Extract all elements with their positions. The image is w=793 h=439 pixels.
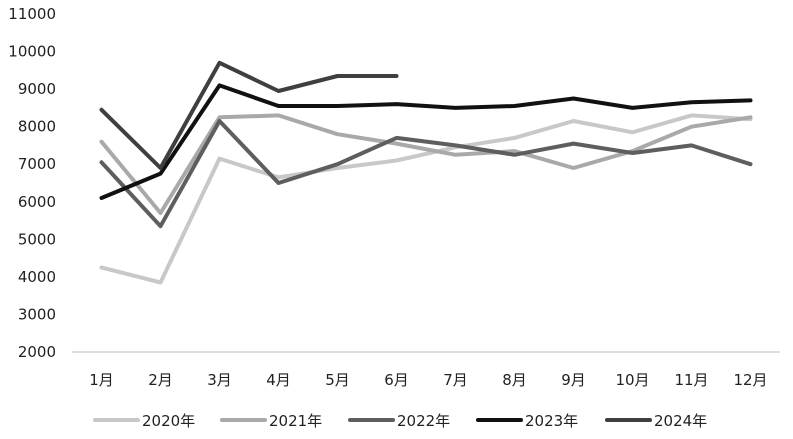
y-tick-label: 7000 (18, 155, 56, 173)
y-tick-label: 5000 (18, 230, 56, 248)
legend-item: 2022年 (348, 412, 450, 430)
x-tick-label: 7月 (443, 371, 468, 389)
x-tick-label: 9月 (561, 371, 586, 389)
x-axis: 1月 2月 3月 4月 5月 6月 7月 8月 9月 10月 11月 12月 (72, 351, 780, 389)
x-tick-label: 11月 (674, 371, 708, 389)
series-lines (99, 60, 753, 285)
y-axis-tick-labels: 2000 3000 4000 5000 6000 7000 8000 9000 10000 110… (8, 5, 56, 361)
y-tick-label: 2000 (18, 343, 56, 361)
x-tick-label: 2月 (148, 371, 173, 389)
legend-item: 2024年 (605, 412, 707, 430)
legend: 2020年 2021年 2022年 2023年 2024年 (93, 412, 707, 430)
series-line-1 (99, 113, 753, 215)
x-tick-label: 3月 (207, 371, 232, 389)
legend-label: 2024年 (654, 412, 707, 430)
y-tick-label: 3000 (18, 305, 56, 323)
legend-label: 2023年 (525, 412, 578, 430)
y-tick-label: 9000 (18, 80, 56, 98)
x-tick-label: 12月 (733, 371, 767, 389)
legend-label: 2022年 (397, 412, 450, 430)
legend-label: 2020年 (142, 412, 195, 430)
x-tick-label: 1月 (89, 371, 114, 389)
y-tick-label: 4000 (18, 268, 56, 286)
y-tick-label: 8000 (18, 118, 56, 136)
x-tick-label: 5月 (325, 371, 350, 389)
series-line-3 (99, 83, 753, 200)
x-tick-label: 8月 (502, 371, 527, 389)
x-tick-label: 6月 (384, 371, 409, 389)
legend-label: 2021年 (269, 412, 322, 430)
legend-item: 2023年 (476, 412, 578, 430)
y-tick-label: 11000 (8, 5, 56, 23)
series-line-2 (99, 119, 753, 229)
x-tick-label: 10月 (615, 371, 649, 389)
y-tick-label: 10000 (8, 43, 56, 61)
y-tick-label: 6000 (18, 193, 56, 211)
series-line-4 (99, 60, 399, 170)
legend-item: 2021年 (220, 412, 322, 430)
x-tick-label: 4月 (266, 371, 291, 389)
series-line-0 (99, 113, 753, 285)
legend-item: 2020年 (93, 412, 195, 430)
